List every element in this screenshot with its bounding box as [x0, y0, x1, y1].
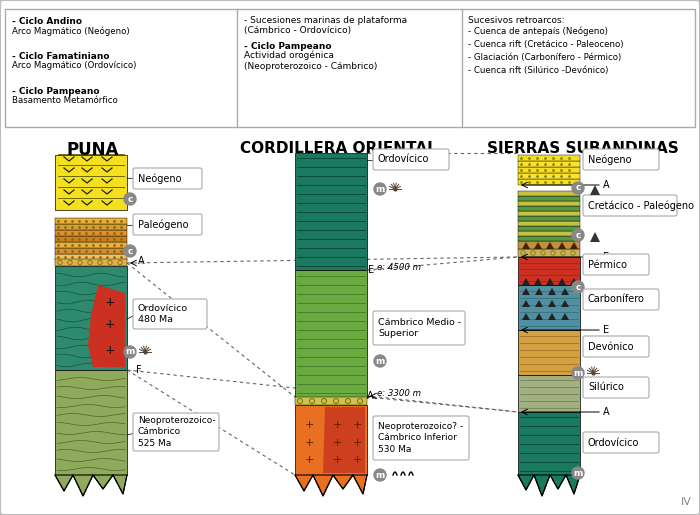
Text: A: A	[603, 180, 610, 190]
Bar	[55, 242, 127, 248]
Text: Actividad orogénica
(Neoproterozoico - Cámbrico): Actividad orogénica (Neoproterozoico - C…	[244, 51, 377, 71]
Text: Ordovícico: Ordovícico	[378, 154, 429, 164]
Circle shape	[572, 467, 584, 479]
Bar	[295, 397, 367, 405]
Text: +: +	[105, 344, 116, 356]
Circle shape	[572, 229, 584, 241]
Text: Cretácico - Paleógeno: Cretácico - Paleógeno	[588, 200, 694, 211]
Polygon shape	[323, 407, 365, 473]
Bar	[295, 153, 367, 270]
Bar	[518, 196, 580, 201]
Text: c: c	[575, 283, 581, 291]
Bar	[518, 179, 580, 185]
Polygon shape	[522, 242, 530, 249]
Bar	[518, 249, 580, 257]
Text: A: A	[138, 256, 145, 266]
Text: Neógeno: Neógeno	[588, 154, 631, 165]
Text: Devónico: Devónico	[588, 341, 634, 352]
Polygon shape	[518, 475, 580, 496]
Text: e: 4500 m: e: 4500 m	[377, 263, 421, 271]
Text: m: m	[573, 369, 582, 377]
Text: m: m	[375, 471, 385, 479]
Bar	[55, 230, 127, 236]
Circle shape	[572, 281, 584, 293]
Text: - Ciclo Pampeano: - Ciclo Pampeano	[244, 42, 332, 51]
Text: +: +	[304, 420, 314, 430]
Bar	[518, 155, 580, 161]
Circle shape	[124, 245, 136, 257]
Bar	[518, 221, 580, 226]
Text: Arco Magmático (Neógeno): Arco Magmático (Neógeno)	[12, 26, 130, 36]
Bar	[518, 330, 580, 375]
Text: - Ciclo Andino: - Ciclo Andino	[12, 17, 82, 26]
Text: - Sucesiones marinas de plataforma
(Cámbrico - Ordovícico): - Sucesiones marinas de plataforma (Cámb…	[244, 16, 407, 36]
Text: E: E	[603, 252, 609, 262]
Text: c: c	[575, 231, 581, 239]
Polygon shape	[522, 313, 530, 320]
Text: Neoproterozoico-
Cámbrico
525 Ma: Neoproterozoico- Cámbrico 525 Ma	[138, 416, 216, 448]
Polygon shape	[55, 475, 127, 496]
Text: +: +	[105, 318, 116, 332]
FancyBboxPatch shape	[133, 299, 207, 329]
Polygon shape	[548, 300, 556, 307]
FancyBboxPatch shape	[373, 149, 449, 170]
Text: - Glaciación (Carbonífero - Pérmico): - Glaciación (Carbonífero - Pérmico)	[468, 53, 622, 62]
Bar	[55, 370, 127, 475]
Bar	[295, 405, 367, 475]
Polygon shape	[558, 242, 566, 249]
Polygon shape	[88, 285, 125, 367]
Polygon shape	[546, 278, 554, 285]
Bar	[55, 266, 127, 370]
Text: Ordovícico: Ordovícico	[588, 438, 639, 448]
Circle shape	[572, 367, 584, 379]
Polygon shape	[534, 242, 542, 249]
Text: c: c	[127, 247, 133, 255]
Bar	[518, 226, 580, 231]
Bar	[5, 9, 695, 127]
Bar	[518, 167, 580, 173]
Polygon shape	[295, 475, 367, 496]
Polygon shape	[535, 300, 543, 307]
Text: A: A	[603, 407, 610, 417]
Text: m: m	[125, 348, 134, 356]
FancyBboxPatch shape	[583, 195, 677, 216]
Bar	[518, 201, 580, 206]
Polygon shape	[535, 288, 543, 295]
Text: c: c	[575, 183, 581, 193]
Bar	[55, 218, 127, 224]
Text: +: +	[332, 438, 342, 448]
Bar	[518, 211, 580, 216]
Bar	[295, 270, 367, 397]
Text: E: E	[603, 325, 609, 335]
FancyBboxPatch shape	[133, 168, 202, 189]
Text: Silúrico: Silúrico	[588, 383, 624, 392]
Polygon shape	[570, 242, 578, 249]
Polygon shape	[570, 278, 578, 285]
Text: m: m	[375, 184, 385, 194]
Text: Basamento Metamórfico: Basamento Metamórfico	[12, 96, 118, 105]
FancyBboxPatch shape	[373, 311, 465, 345]
Circle shape	[374, 183, 386, 195]
FancyBboxPatch shape	[583, 336, 649, 357]
Text: - Ciclo Famatiniano: - Ciclo Famatiniano	[12, 52, 109, 61]
Text: - Ciclo Pampeano: - Ciclo Pampeano	[12, 87, 99, 96]
Text: +: +	[352, 420, 362, 430]
Bar	[518, 236, 580, 241]
Circle shape	[124, 193, 136, 205]
Polygon shape	[534, 278, 542, 285]
Bar	[518, 173, 580, 179]
Text: Neoproterozoico? -
Cámbrico Inferior
530 Ma: Neoproterozoico? - Cámbrico Inferior 530…	[378, 422, 463, 454]
Bar	[55, 224, 127, 230]
FancyBboxPatch shape	[373, 416, 469, 460]
Circle shape	[374, 355, 386, 367]
Text: +: +	[352, 455, 362, 465]
Text: m: m	[573, 469, 582, 477]
Polygon shape	[558, 278, 566, 285]
Polygon shape	[535, 313, 543, 320]
Text: Cámbrico Medio -
Superior: Cámbrico Medio - Superior	[378, 318, 461, 338]
FancyBboxPatch shape	[583, 377, 649, 398]
Text: Ordovícico
480 Ma: Ordovícico 480 Ma	[138, 304, 188, 324]
Polygon shape	[590, 232, 600, 242]
Text: e: 3300 m: e: 3300 m	[377, 388, 421, 398]
